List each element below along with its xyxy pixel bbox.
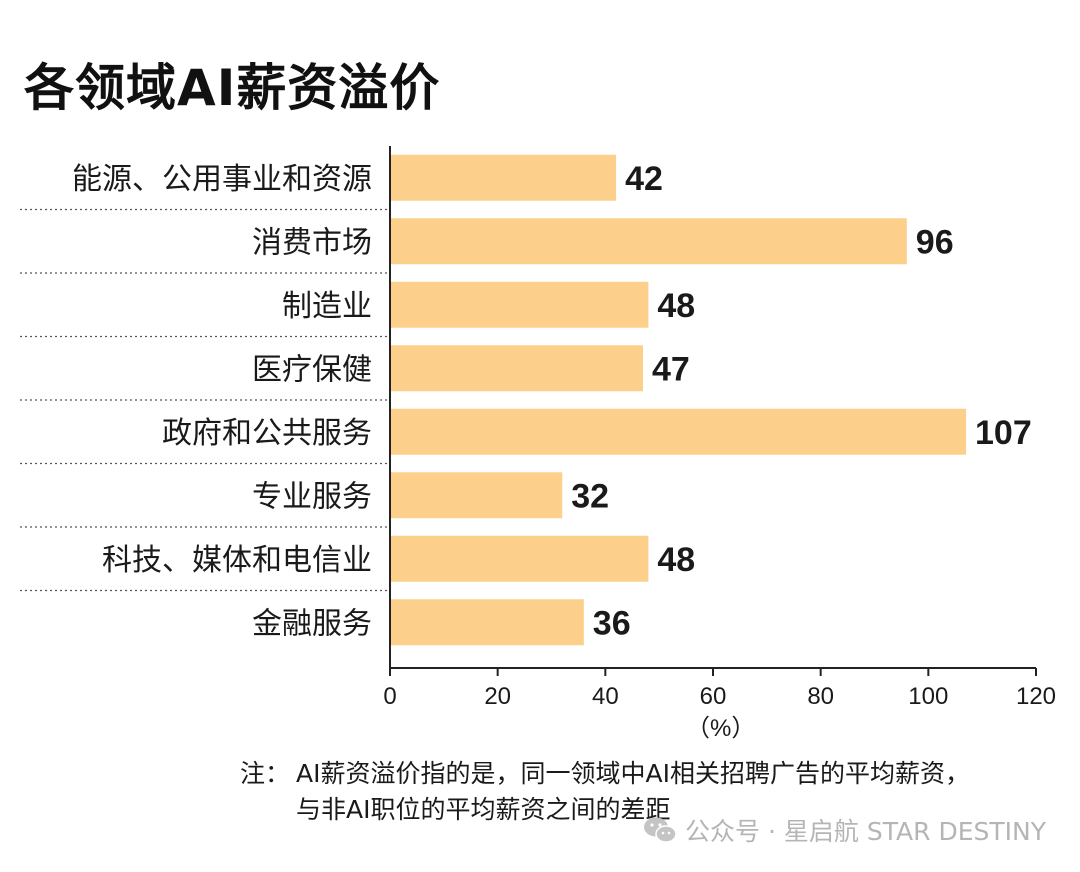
- x-tick-label: 40: [592, 683, 619, 710]
- bar: [390, 535, 649, 582]
- x-axis-label: （%）: [686, 715, 756, 742]
- watermark: 公众号 · 星启航 STAR DESTINY: [643, 812, 1046, 848]
- value-label: 42: [625, 160, 663, 198]
- value-labels-group: 42 96 48 47 107 32 48 36: [571, 160, 1031, 643]
- wechat-icon: [644, 817, 677, 843]
- category-label: 消费市场: [252, 225, 372, 260]
- x-axis: 0 20 40 60 80 100 120: [383, 146, 1056, 710]
- value-label: 47: [652, 350, 690, 388]
- value-label: 96: [916, 223, 954, 261]
- category-label: 专业服务: [252, 479, 372, 514]
- footnote: 注： AI薪资溢价指的是，同一领域中AI相关招聘广告的平均薪资， 与非AI职位的平…: [240, 756, 1070, 828]
- bar: [390, 345, 644, 392]
- value-label: 48: [657, 287, 695, 325]
- watermark-text: 公众号 · 星启航 STAR DESTINY: [685, 817, 1046, 846]
- bar: [390, 599, 584, 646]
- category-label: 政府和公共服务: [162, 416, 372, 451]
- bar-chart: 能源、公用事业和资源消费市场制造业医疗保健政府和公共服务专业服务科技、媒体和电信…: [20, 146, 1056, 710]
- category-labels-group: 能源、公用事业和资源消费市场制造业医疗保健政府和公共服务专业服务科技、媒体和电信…: [72, 162, 372, 642]
- footnote-line-1: AI薪资溢价指的是，同一领域中AI相关招聘广告的平均薪资，: [296, 759, 970, 788]
- bar: [390, 154, 617, 201]
- chart-title: 各领域AI薪资溢价: [24, 59, 441, 117]
- x-tick-label: 20: [484, 683, 511, 710]
- x-tick-label: 60: [700, 683, 727, 710]
- value-label: 32: [571, 477, 609, 515]
- footnote-prefix: 注：: [240, 759, 291, 788]
- x-tick-label: 80: [807, 683, 834, 710]
- bar: [390, 218, 907, 265]
- category-label: 科技、媒体和电信业: [102, 543, 372, 578]
- x-tick-label: 100: [908, 683, 948, 710]
- value-label: 36: [593, 604, 631, 642]
- footnote-line-2: 与非AI职位的平均薪资之间的差距: [296, 795, 671, 824]
- x-tick-label: 0: [383, 683, 396, 710]
- category-label: 能源、公用事业和资源: [72, 162, 372, 197]
- value-label: 107: [975, 414, 1032, 452]
- separators-group: [20, 208, 390, 592]
- category-label: 制造业: [282, 289, 372, 324]
- bars-group: [390, 154, 967, 646]
- bar: [390, 281, 649, 328]
- bar: [390, 472, 563, 519]
- x-tick-label: 120: [1016, 683, 1056, 710]
- bar: [390, 408, 967, 455]
- category-label: 金融服务: [252, 606, 372, 641]
- category-label: 医疗保健: [252, 352, 372, 387]
- value-label: 48: [657, 541, 695, 579]
